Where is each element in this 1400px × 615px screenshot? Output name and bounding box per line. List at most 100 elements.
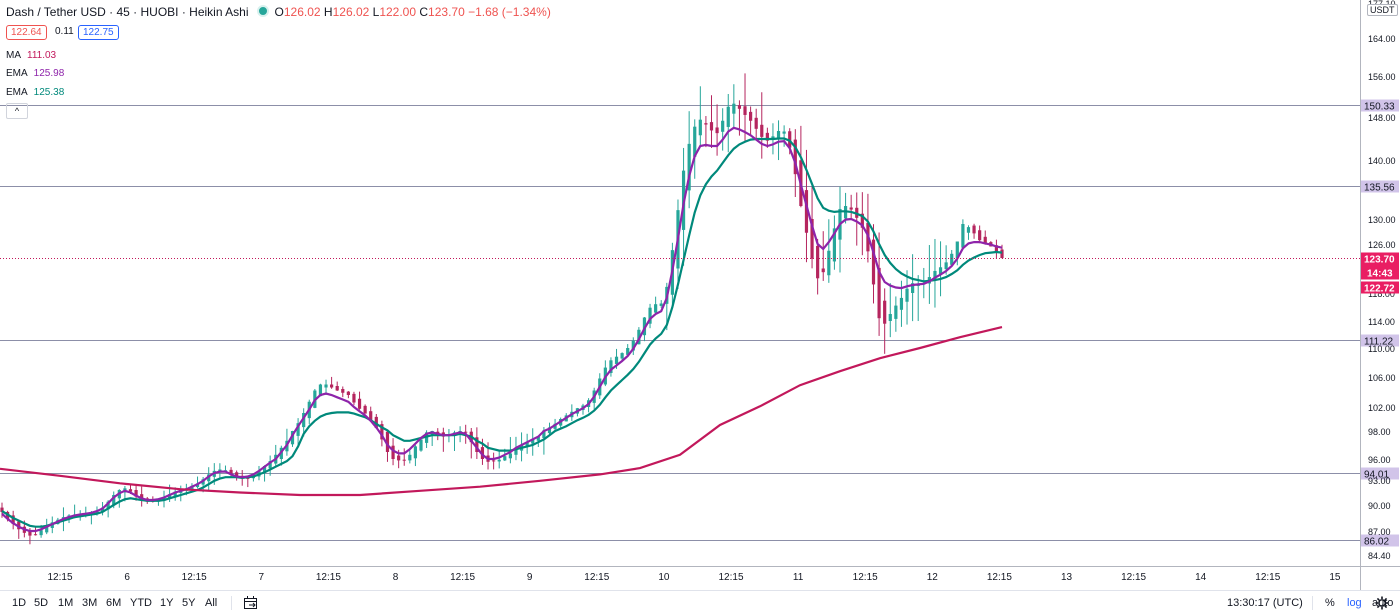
range-1d[interactable]: 1D xyxy=(12,597,27,609)
candle-body[interactable] xyxy=(827,250,831,276)
candle-body[interactable] xyxy=(525,442,529,447)
candle-body[interactable] xyxy=(0,507,4,512)
candle-body[interactable] xyxy=(335,386,339,391)
candle-body[interactable] xyxy=(609,360,613,374)
candle-body[interactable] xyxy=(39,530,43,536)
candle-body[interactable] xyxy=(905,288,909,302)
candle-body[interactable] xyxy=(134,490,138,497)
candle-body[interactable] xyxy=(28,531,32,536)
ma-line[interactable] xyxy=(0,326,1003,497)
range-5d[interactable]: 5D xyxy=(34,597,49,609)
candle-body[interactable] xyxy=(268,461,272,469)
candle-body[interactable] xyxy=(318,384,323,397)
candle-body[interactable] xyxy=(112,495,116,505)
candle-body[interactable] xyxy=(955,241,959,259)
buy-price-box[interactable]: 122.75 xyxy=(78,25,119,40)
candle-body[interactable] xyxy=(391,445,395,459)
candle-body[interactable] xyxy=(106,501,110,510)
candle-body[interactable] xyxy=(659,303,663,306)
candle-body[interactable] xyxy=(302,413,306,428)
ema-purple-line[interactable] xyxy=(1,126,1003,533)
candle-body[interactable] xyxy=(933,270,937,281)
price-chart[interactable]: 150.33135.56111.2294.0186.02177.10164.00… xyxy=(0,0,1400,590)
candle-body[interactable] xyxy=(938,267,943,275)
candle-body[interactable] xyxy=(972,225,976,234)
symbol-title[interactable]: Dash / Tether USD · 45 · HUOBI · Heikin … xyxy=(6,5,249,19)
chevron-up-icon[interactable]: ^ xyxy=(6,103,28,119)
candle-body[interactable] xyxy=(648,307,652,324)
candle-body[interactable] xyxy=(553,423,557,429)
candle-body[interactable] xyxy=(330,384,334,388)
candle-body[interactable] xyxy=(771,136,775,139)
candle-body[interactable] xyxy=(788,131,792,148)
candle-body[interactable] xyxy=(816,245,820,279)
candle-body[interactable] xyxy=(899,297,904,310)
auto-toggle[interactable]: auto xyxy=(1372,597,1394,609)
candle-body[interactable] xyxy=(536,436,540,441)
candle-body[interactable] xyxy=(542,430,546,438)
candle-body[interactable] xyxy=(782,131,786,134)
candle-body[interactable] xyxy=(821,268,825,273)
candle-body[interactable] xyxy=(693,126,697,157)
candle-body[interactable] xyxy=(128,489,133,492)
candle-body[interactable] xyxy=(883,300,887,324)
range-1m[interactable]: 1M xyxy=(58,597,74,609)
candle-body[interactable] xyxy=(290,431,295,445)
candle-body[interactable] xyxy=(402,459,406,461)
candle-body[interactable] xyxy=(978,230,982,241)
sell-price-box[interactable]: 122.64 xyxy=(6,25,47,40)
candle-body[interactable] xyxy=(877,267,881,319)
candle-body[interactable] xyxy=(173,491,177,496)
range-3m[interactable]: 3M xyxy=(82,597,98,609)
candle-body[interactable] xyxy=(715,127,719,134)
candle-body[interactable] xyxy=(369,411,373,421)
calendar-goto-icon[interactable] xyxy=(243,595,259,610)
candle-body[interactable] xyxy=(1000,249,1004,259)
candle-body[interactable] xyxy=(352,393,356,403)
candle-body[interactable] xyxy=(296,423,300,436)
range-all[interactable]: All xyxy=(205,597,218,609)
candle-body[interactable] xyxy=(765,132,769,141)
range-5y[interactable]: 5Y xyxy=(182,597,196,609)
candle-body[interactable] xyxy=(380,424,384,440)
price-axis[interactable] xyxy=(1360,0,1400,590)
candle-body[interactable] xyxy=(341,389,345,393)
indicator-ma[interactable]: MA 111.03 xyxy=(6,50,57,61)
candle-body[interactable] xyxy=(620,353,624,359)
candle-body[interactable] xyxy=(413,446,418,459)
candle-body[interactable] xyxy=(983,236,987,244)
candle-body[interactable] xyxy=(397,455,401,461)
candle-body[interactable] xyxy=(33,534,38,536)
candle-body[interactable] xyxy=(760,124,764,137)
candle-body[interactable] xyxy=(832,228,837,262)
candle-body[interactable] xyxy=(804,190,809,233)
candle-body[interactable] xyxy=(614,356,619,364)
candle-body[interactable] xyxy=(743,106,747,115)
candle-body[interactable] xyxy=(888,314,892,321)
candle-body[interactable] xyxy=(480,447,485,459)
candle-body[interactable] xyxy=(547,427,552,434)
candle-body[interactable] xyxy=(894,305,898,319)
candle-body[interactable] xyxy=(871,239,876,285)
candle-body[interactable] xyxy=(246,477,250,479)
candle-body[interactable] xyxy=(497,459,501,462)
range-6m[interactable]: 6M xyxy=(106,597,122,609)
candle-body[interactable] xyxy=(357,398,362,409)
log-toggle[interactable]: log xyxy=(1347,597,1362,609)
candle-body[interactable] xyxy=(721,120,725,132)
candle-body[interactable] xyxy=(464,431,468,433)
candle-body[interactable] xyxy=(514,447,518,455)
candle-body[interactable] xyxy=(737,105,742,109)
candle-body[interactable] xyxy=(654,304,658,313)
candle-body[interactable] xyxy=(508,453,512,459)
candle-body[interactable] xyxy=(793,139,797,175)
candle-body[interactable] xyxy=(709,122,714,131)
candle-body[interactable] xyxy=(849,207,853,210)
candle-body[interactable] xyxy=(810,219,814,259)
gear-icon[interactable] xyxy=(1375,596,1389,610)
candle-body[interactable] xyxy=(45,525,49,533)
candle-body[interactable] xyxy=(911,283,915,293)
candle-body[interactable] xyxy=(408,454,412,461)
candle-body[interactable] xyxy=(704,123,708,125)
candle-body[interactable] xyxy=(994,245,999,253)
